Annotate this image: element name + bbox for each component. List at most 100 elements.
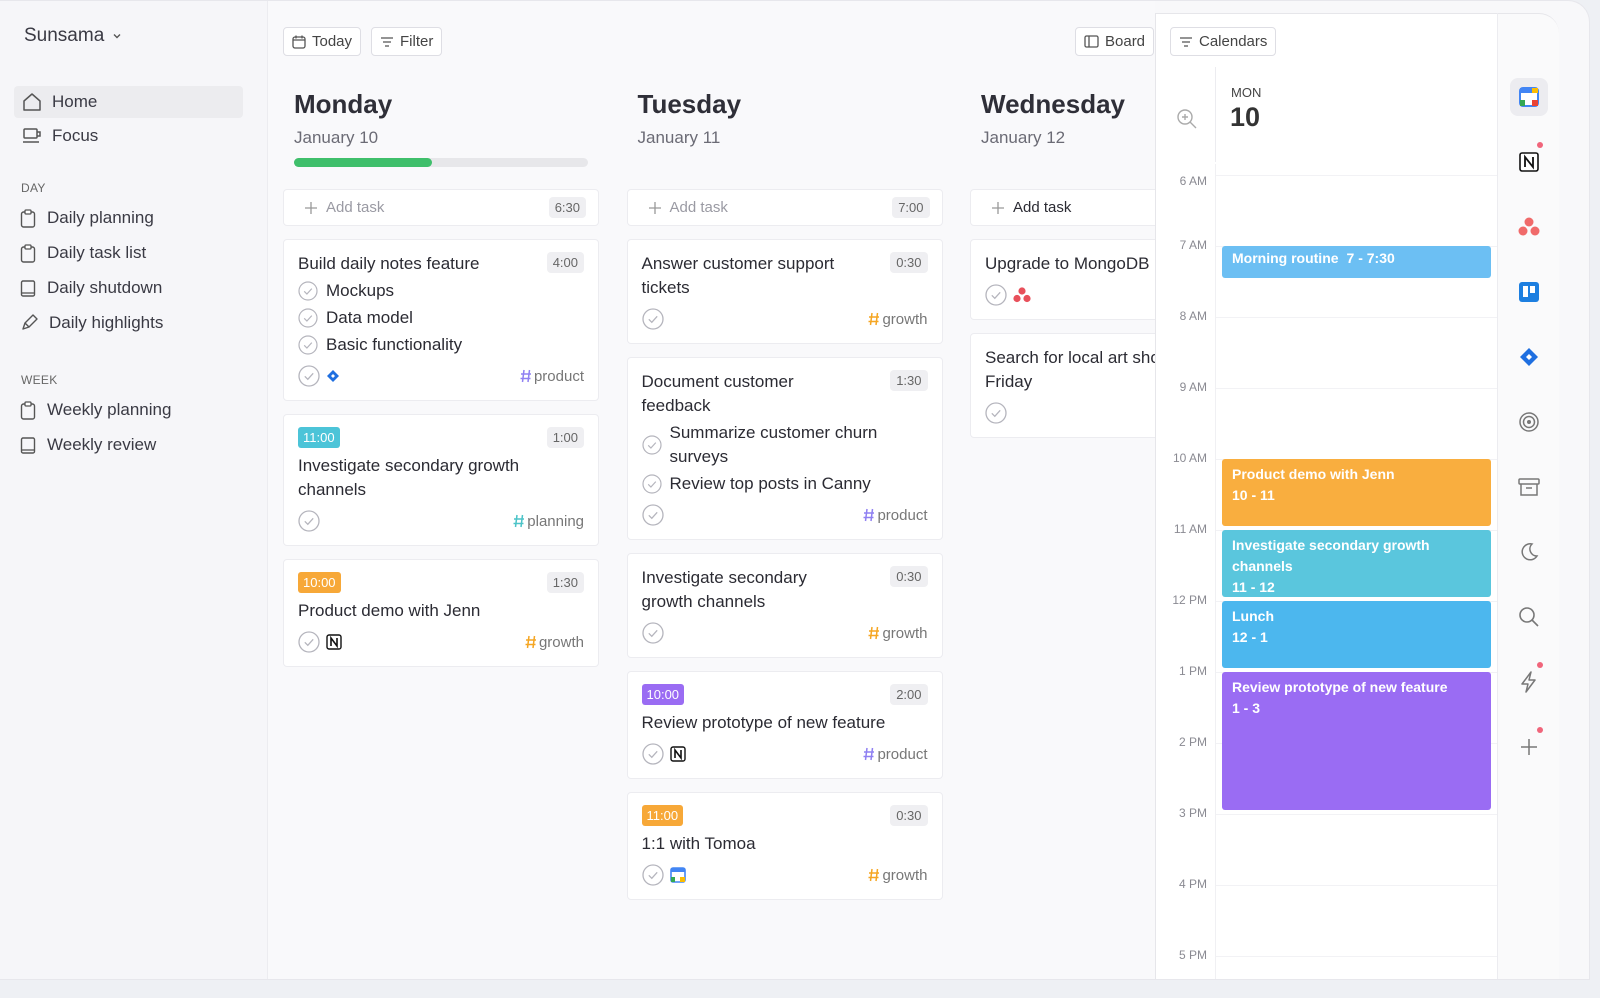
task-card[interactable]: 10:00 1:30 Product demo with Jenn growth [283, 559, 599, 667]
hour-label: 3 PM [1178, 806, 1207, 820]
nav-item[interactable]: Weekly review [12, 429, 241, 461]
filter-button[interactable]: Filter [371, 27, 443, 56]
task-card[interactable]: 11:00 0:30 1:1 with Tomoa growth [626, 792, 943, 900]
subtask[interactable]: Data model [298, 306, 584, 330]
task-card[interactable]: Document customer feedback 1:30 Summarize … [626, 357, 943, 540]
hour-label: 1 PM [1178, 664, 1207, 678]
task-footer [985, 282, 1155, 308]
bolt-icon[interactable] [1510, 663, 1548, 701]
nav-item[interactable]: Focus [14, 120, 243, 152]
calendar-event[interactable]: Product demo with Jenn 10 - 11 [1222, 459, 1491, 526]
section-title: DAY [21, 181, 46, 195]
task-duration: 1:30 [546, 572, 584, 593]
complete-check[interactable] [641, 308, 664, 330]
goals-icon[interactable] [1510, 403, 1548, 441]
task-card[interactable]: 10:00 2:00 Review prototype of new feature… [626, 671, 943, 779]
nav-item[interactable]: Daily planning [12, 202, 241, 234]
nav-item[interactable]: Weekly planning [12, 394, 241, 426]
complete-check[interactable] [298, 365, 320, 387]
calendars-button[interactable]: Calendars [1170, 27, 1277, 56]
calendar-event[interactable]: Review prototype of new feature 1 - 3 [1222, 672, 1491, 810]
subtask[interactable]: Basic functionality [298, 333, 584, 357]
task-footer: growth [641, 862, 928, 888]
task-card[interactable]: 11:00 1:00 Investigate secondary growth ch… [283, 414, 599, 546]
task-duration: 1:00 [546, 427, 584, 448]
board-area: Today Filter Board Monday January 10 Add t… [268, 1, 1155, 979]
nav-item[interactable]: Daily task list [12, 237, 241, 269]
nav-item[interactable]: Home [14, 86, 243, 118]
notion-icon[interactable] [1510, 143, 1548, 181]
complete-check[interactable] [641, 622, 664, 644]
task-badges: 10:00 2:00 [641, 684, 928, 711]
tag-label: growth [538, 633, 584, 651]
task-footer [985, 400, 1155, 426]
nav-item[interactable]: Daily highlights [12, 307, 241, 339]
complete-check[interactable] [641, 743, 664, 765]
subtask-check [298, 281, 318, 301]
task-title: Upgrade to MongoDB [985, 254, 1150, 273]
subtask-label: Basic functionality [326, 335, 463, 354]
add-task[interactable]: Add task 7:00 [626, 189, 943, 226]
archive-icon[interactable] [1510, 468, 1548, 506]
task-head: Investigate secondary growth channels 0:3… [642, 566, 928, 614]
filter-label: Filter [400, 33, 434, 50]
tag-label: product [877, 506, 928, 524]
hour-label: 10 AM [1172, 451, 1207, 465]
task-footer: growth [641, 306, 928, 332]
complete-check[interactable] [298, 631, 320, 653]
subtask[interactable]: Review top posts in Canny [641, 472, 928, 496]
jira-icon[interactable] [1510, 338, 1548, 376]
hour-line [1216, 814, 1497, 815]
workspace-switcher[interactable]: Sunsama [24, 25, 122, 47]
nav-item[interactable]: Daily shutdown [12, 272, 241, 304]
sidebar: Sunsama Home Focus DAY Daily planning Daily … [0, 1, 268, 979]
calendar-panel: Calendars MON 10 6 AM 7 AM 8 AM 9 AM 10 AM 11… [1155, 13, 1497, 979]
asana-icon[interactable] [1510, 208, 1548, 246]
complete-check[interactable] [985, 402, 1007, 424]
calendar-event[interactable]: Morning routine 7 - 7:30 [1222, 246, 1491, 278]
subtask-check [641, 435, 662, 455]
tag-label: growth [882, 310, 928, 328]
task-card[interactable]: Build daily notes feature 4:00 Mockups Data… [283, 239, 599, 401]
hour-line [1216, 885, 1497, 886]
add-task[interactable]: Add task [970, 189, 1155, 226]
board-button[interactable]: Board [1075, 27, 1155, 56]
app-name: Sunsama [24, 25, 105, 46]
task-card[interactable]: Search for local art shows on First Frid… [970, 333, 1155, 438]
today-button[interactable]: Today [283, 27, 362, 56]
complete-check[interactable] [298, 510, 320, 532]
chevron-icon [113, 34, 121, 39]
nav-label: Home [52, 92, 98, 111]
complete-check[interactable] [641, 864, 664, 886]
add-task[interactable]: Add task 6:30 [283, 189, 599, 226]
shutdown-icon[interactable] [1510, 533, 1548, 571]
task-title: Review prototype of new feature [641, 713, 886, 732]
task-tag: product [863, 506, 928, 524]
nav-label: Focus [52, 126, 99, 145]
notification-dot [1537, 142, 1543, 148]
calendar-icon [292, 35, 306, 49]
trello-icon[interactable] [1510, 273, 1548, 311]
zoom-icon[interactable] [1176, 108, 1198, 130]
start-time: 11:00 [298, 427, 340, 448]
day-header: Monday January 10 [294, 89, 594, 148]
task-title: Investigate secondary growth channels [298, 456, 520, 499]
calendar-event[interactable]: Investigate secondary growth channels 11 … [1222, 530, 1491, 597]
calendar-event[interactable]: Lunch 12 - 1 [1222, 601, 1491, 668]
task-actions [641, 864, 686, 886]
subtask[interactable]: Mockups [298, 279, 584, 303]
task-card[interactable]: Upgrade to MongoDB [970, 239, 1155, 320]
complete-check[interactable] [985, 284, 1007, 306]
task-duration: 1:30 [890, 370, 928, 391]
day-header: Wednesday January 12 [981, 89, 1155, 148]
day-number: 10 [1230, 102, 1261, 132]
task-card[interactable]: Investigate secondary growth channels 0:3… [626, 553, 943, 658]
task-card[interactable]: Answer customer support tickets 0:30 growt… [626, 239, 943, 344]
gcal-icon[interactable] [1510, 78, 1548, 116]
day-date: January 11 [637, 128, 721, 147]
add-integration-icon[interactable] [1510, 728, 1548, 766]
complete-check[interactable] [641, 504, 664, 526]
planned-time: 7:00 [892, 197, 930, 218]
search-icon[interactable] [1510, 598, 1548, 636]
subtask[interactable]: Summarize customer churn surveys [641, 421, 928, 469]
